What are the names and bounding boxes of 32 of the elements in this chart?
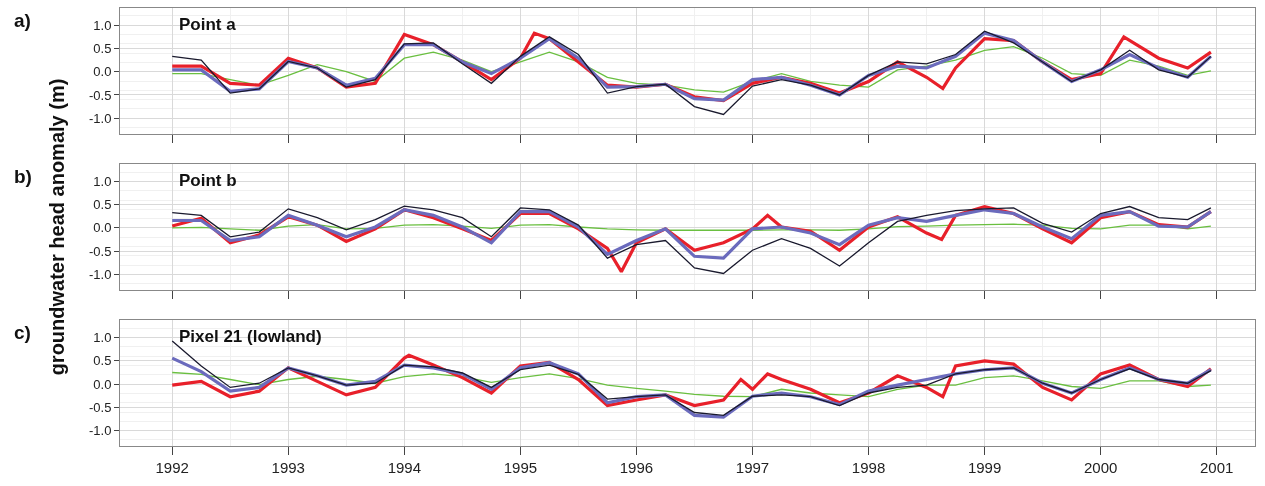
- chart-title: Pixel 21 (lowland): [179, 327, 322, 346]
- x-tick-label: 2001: [1200, 459, 1234, 476]
- text: a): [14, 10, 31, 31]
- x-tick-label: 1997: [735, 459, 770, 476]
- y-tick-label: -0.5: [88, 399, 112, 415]
- chart-title: Point a: [179, 15, 237, 34]
- y-tick-label: -1.0: [88, 423, 112, 439]
- x-tick-label: 1994: [387, 459, 422, 476]
- y-tick-label: 0.5: [93, 197, 112, 213]
- y-tick-label: 1.0: [93, 173, 112, 189]
- text: c): [14, 322, 31, 343]
- y-tick-label: 0.0: [93, 220, 112, 236]
- y-tick-label: -1.0: [88, 266, 112, 282]
- x-tick-label: 1995: [503, 459, 538, 476]
- x-tick-label: 1996: [619, 459, 654, 476]
- y-tick-label: 1.0: [93, 330, 112, 346]
- y-tick-label: 0.0: [93, 64, 112, 80]
- chart-title: Point b: [179, 171, 237, 190]
- x-tick-label: 1998: [851, 459, 886, 476]
- y-tick-label: 0.0: [93, 376, 112, 392]
- y-tick-label: -1.0: [88, 110, 112, 126]
- text: b): [14, 166, 32, 187]
- y-tick-label: -0.5: [88, 243, 112, 259]
- y-axis-title: groundwater head anomaly (m): [46, 78, 69, 376]
- x-tick-label: 1992: [155, 459, 189, 476]
- x-tick-label: 2000: [1083, 459, 1118, 476]
- x-tick-label: 1993: [271, 459, 305, 476]
- y-tick-label: 1.0: [93, 17, 112, 33]
- y-tick-label: -0.5: [88, 87, 112, 103]
- y-tick-label: 0.5: [93, 353, 112, 369]
- y-tick-label: 0.5: [93, 41, 112, 57]
- x-tick-label: 1999: [967, 459, 1002, 476]
